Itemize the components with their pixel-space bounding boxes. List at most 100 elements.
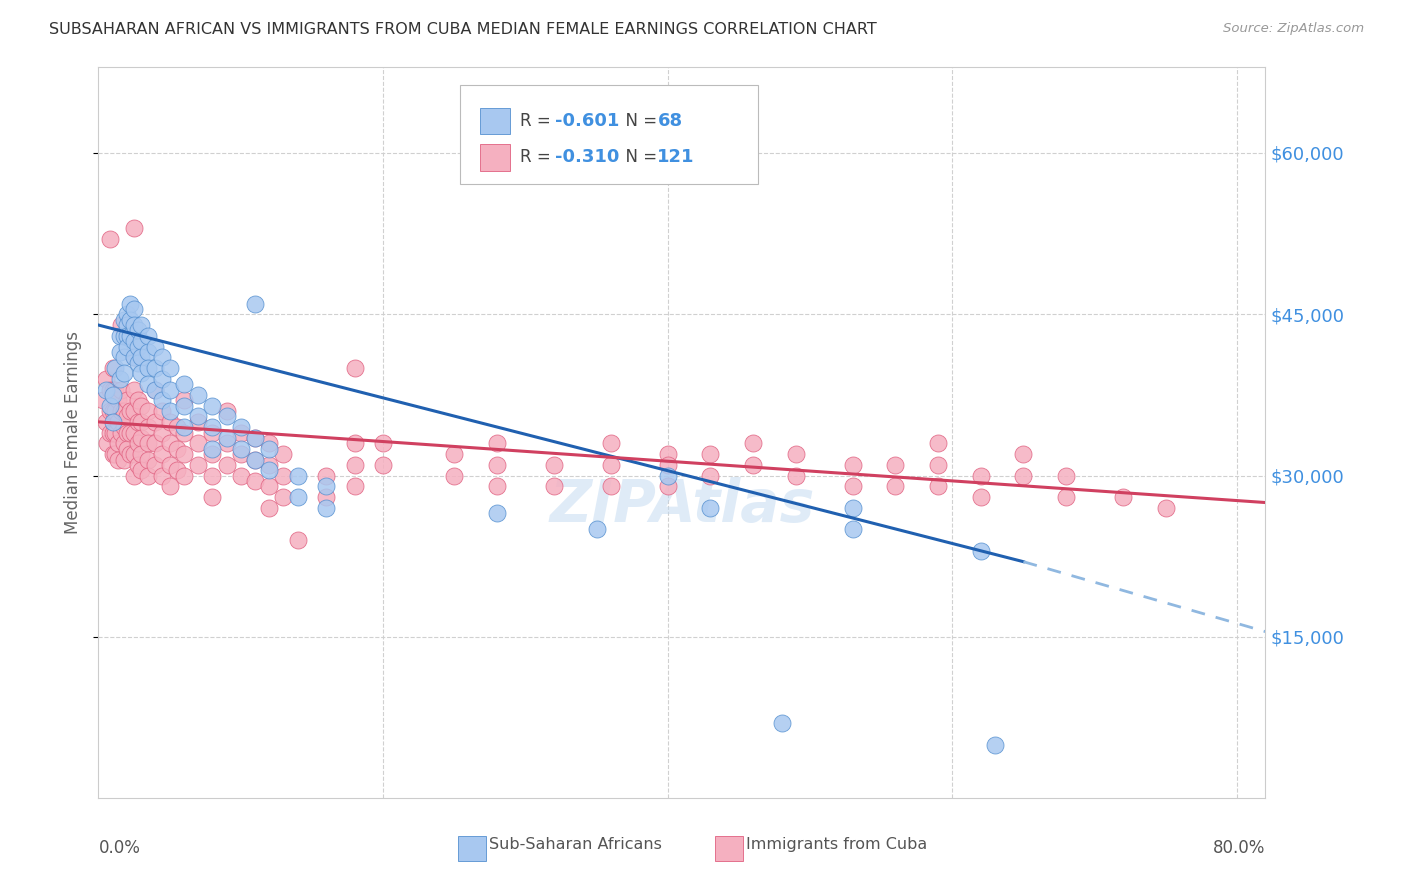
Point xyxy=(257,436,280,450)
Point xyxy=(159,361,181,376)
Point xyxy=(136,420,159,434)
Text: 68: 68 xyxy=(658,112,682,130)
Point xyxy=(187,409,209,424)
Point xyxy=(118,328,141,343)
Point xyxy=(129,399,152,413)
Point xyxy=(657,447,679,461)
Point xyxy=(98,425,121,440)
Point xyxy=(101,388,124,402)
Point xyxy=(112,436,135,450)
Point xyxy=(657,458,679,472)
Point xyxy=(104,383,127,397)
Point xyxy=(94,383,117,397)
Point xyxy=(107,393,129,408)
Point xyxy=(485,479,508,493)
Point xyxy=(485,436,508,450)
Point xyxy=(143,340,166,354)
Point xyxy=(1012,468,1035,483)
Point xyxy=(785,468,807,483)
Point xyxy=(129,367,152,381)
Point xyxy=(115,340,138,354)
Point xyxy=(122,301,145,316)
Point xyxy=(1112,490,1135,504)
Point xyxy=(129,415,152,429)
Point xyxy=(201,399,224,413)
Point xyxy=(108,345,131,359)
Point xyxy=(115,328,138,343)
Point xyxy=(101,415,124,429)
Text: Immigrants from Cuba: Immigrants from Cuba xyxy=(747,837,928,852)
Point xyxy=(371,458,394,472)
Point xyxy=(143,436,166,450)
Point xyxy=(127,415,149,429)
Point xyxy=(127,393,149,408)
Point xyxy=(143,415,166,429)
Point xyxy=(115,425,138,440)
Point xyxy=(143,383,166,397)
Text: -0.601: -0.601 xyxy=(555,112,619,130)
Point xyxy=(143,383,166,397)
Point xyxy=(110,318,132,332)
Point xyxy=(115,442,138,456)
Point xyxy=(173,399,195,413)
Point xyxy=(112,367,135,381)
Point xyxy=(136,361,159,376)
Point xyxy=(742,458,765,472)
Point xyxy=(122,334,145,348)
Point xyxy=(1054,468,1077,483)
Point xyxy=(215,431,238,445)
Point xyxy=(215,409,238,424)
Point xyxy=(585,523,607,537)
Point xyxy=(257,479,280,493)
Point xyxy=(127,356,149,370)
Point xyxy=(315,490,337,504)
Point xyxy=(122,468,145,483)
Point xyxy=(785,447,807,461)
Point xyxy=(970,468,993,483)
Point xyxy=(136,436,159,450)
Point xyxy=(122,447,145,461)
Point xyxy=(315,479,337,493)
Point xyxy=(215,458,238,472)
Point xyxy=(129,447,152,461)
Text: R =: R = xyxy=(520,148,555,167)
Point xyxy=(110,404,132,418)
Point xyxy=(136,468,159,483)
Point xyxy=(129,334,152,348)
Point xyxy=(187,436,209,450)
Point xyxy=(543,479,565,493)
Point xyxy=(159,479,181,493)
Point xyxy=(173,393,195,408)
Point xyxy=(122,221,145,235)
Point xyxy=(257,500,280,515)
Point xyxy=(173,420,195,434)
Point xyxy=(841,500,863,515)
Point xyxy=(927,436,949,450)
Point xyxy=(104,361,127,376)
Point xyxy=(115,409,138,424)
Text: R =: R = xyxy=(520,112,555,130)
Point xyxy=(315,500,337,515)
Text: ZIPAtlas: ZIPAtlas xyxy=(550,477,814,534)
Point xyxy=(201,447,224,461)
Point xyxy=(166,442,188,456)
Point xyxy=(187,458,209,472)
Point xyxy=(273,490,295,504)
Point xyxy=(129,463,152,477)
Point xyxy=(229,425,252,440)
Point xyxy=(115,393,138,408)
Point xyxy=(699,447,721,461)
Point xyxy=(122,318,145,332)
Point xyxy=(104,404,127,418)
Text: N =: N = xyxy=(616,112,662,130)
Point xyxy=(127,340,149,354)
Point xyxy=(122,425,145,440)
Point xyxy=(599,479,621,493)
Point xyxy=(984,738,1007,752)
Point xyxy=(201,468,224,483)
Point xyxy=(122,383,145,397)
Text: Source: ZipAtlas.com: Source: ZipAtlas.com xyxy=(1223,22,1364,36)
Point xyxy=(657,479,679,493)
Text: SUBSAHARAN AFRICAN VS IMMIGRANTS FROM CUBA MEDIAN FEMALE EARNINGS CORRELATION CH: SUBSAHARAN AFRICAN VS IMMIGRANTS FROM CU… xyxy=(49,22,877,37)
Point xyxy=(98,232,121,246)
